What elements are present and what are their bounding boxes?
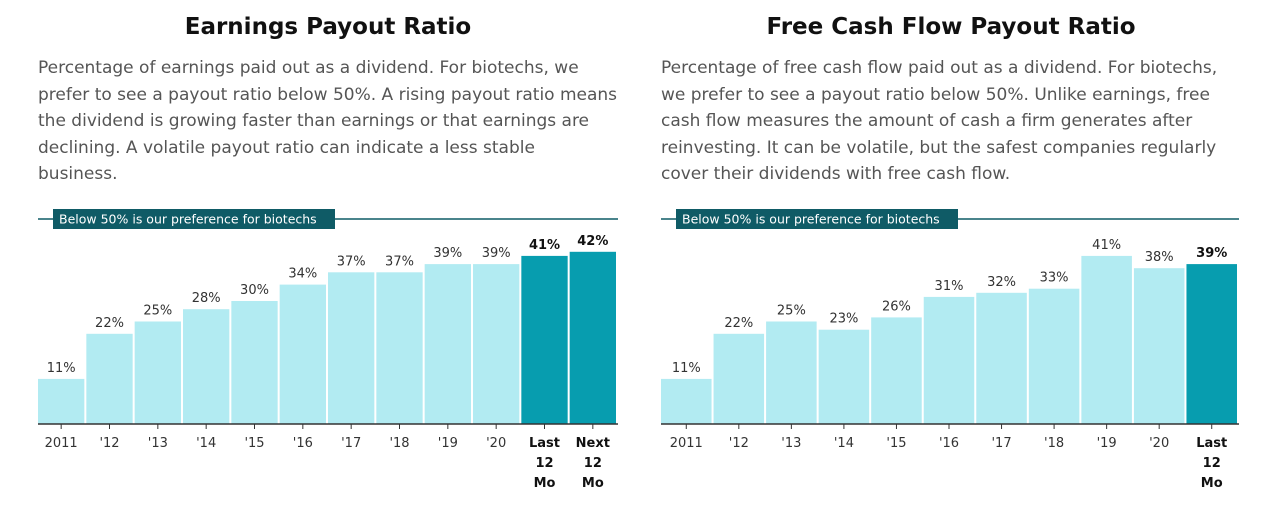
bar-value-label: 39%	[433, 246, 462, 261]
bar	[376, 272, 423, 424]
bar	[818, 329, 870, 424]
bar	[328, 272, 375, 424]
x-tick-label: '17	[991, 436, 1011, 451]
bar	[923, 296, 975, 424]
bar-value-label: 23%	[829, 312, 858, 327]
x-tick-label: '16	[293, 436, 313, 451]
bar	[871, 317, 922, 424]
chart-description: Percentage of earnings paid out as a div…	[38, 58, 618, 184]
bar-value-label: 37%	[385, 254, 414, 269]
bar-value-label: 25%	[143, 304, 172, 319]
x-tick-label: '13	[781, 436, 801, 451]
earnings-payout-panel: Earnings Payout Ratio Percentage of earn…	[38, 0, 618, 513]
chart-title: Free Cash Flow Payout Ratio	[766, 14, 1136, 40]
bar	[976, 292, 1027, 424]
fcf-payout-panel: Free Cash Flow Payout Ratio Percentage o…	[661, 0, 1241, 513]
x-tick-label: '13	[148, 436, 168, 451]
x-tick-label: '14	[834, 436, 854, 451]
x-tick-label: Mo	[534, 476, 556, 491]
bar	[1133, 268, 1185, 424]
bar-value-label: 41%	[529, 238, 560, 253]
bar	[183, 309, 230, 424]
x-tick-label: Next	[576, 436, 610, 451]
chart-description: Percentage of free cash flow paid out as…	[661, 58, 1218, 184]
x-tick-label: '14	[196, 436, 216, 451]
x-tick-label: '19	[1097, 436, 1117, 451]
bar-value-label: 26%	[882, 299, 911, 314]
x-tick-label: Last	[1196, 436, 1227, 451]
x-tick-label: Mo	[582, 476, 604, 491]
bar	[713, 333, 765, 424]
x-tick-label: Mo	[1201, 476, 1223, 491]
x-tick-label: Last	[529, 436, 560, 451]
bar	[1186, 264, 1237, 424]
fcf-payout-chart: Below 50% is our preference for biotechs…	[661, 209, 1239, 491]
bar	[38, 378, 85, 424]
bar	[231, 301, 278, 424]
reference-label: Below 50% is our preference for biotechs	[682, 212, 940, 227]
x-tick-label: '12	[729, 436, 749, 451]
x-tick-label: '18	[1044, 436, 1064, 451]
bar	[424, 264, 471, 424]
bar	[569, 251, 616, 424]
bar-value-label: 42%	[577, 234, 608, 249]
bar	[279, 284, 326, 424]
x-tick-label: '20	[486, 436, 506, 451]
bar-value-label: 32%	[987, 275, 1016, 290]
bar-value-label: 30%	[240, 283, 269, 298]
bar-value-label: 39%	[482, 246, 511, 261]
bar	[521, 255, 568, 424]
x-tick-label: '20	[1149, 436, 1169, 451]
bar-value-label: 22%	[724, 316, 753, 331]
x-tick-label: '18	[389, 436, 409, 451]
earnings-payout-chart: Below 50% is our preference for biotechs…	[38, 209, 618, 491]
chart-title: Earnings Payout Ratio	[184, 14, 472, 40]
x-tick-label: 12	[535, 456, 553, 471]
bar	[473, 264, 520, 424]
x-tick-label: '17	[341, 436, 361, 451]
bar-value-label: 33%	[1040, 271, 1069, 286]
reference-label-box	[676, 209, 958, 229]
bar	[766, 321, 817, 424]
bar	[661, 378, 712, 424]
reference-label: Below 50% is our preference for biotechs	[59, 212, 317, 227]
bar-value-label: 37%	[337, 254, 366, 269]
bar	[86, 333, 133, 424]
bar-value-label: 28%	[192, 291, 221, 306]
bar	[134, 321, 181, 424]
bar-value-label: 11%	[672, 361, 701, 376]
bar-value-label: 22%	[95, 316, 124, 331]
bar	[1081, 255, 1132, 424]
bar-value-label: 34%	[288, 267, 317, 282]
bar	[1028, 288, 1080, 424]
bar-value-label: 25%	[777, 304, 806, 319]
x-tick-label: '16	[939, 436, 959, 451]
bar-value-label: 39%	[1196, 246, 1227, 261]
bar-value-label: 38%	[1145, 250, 1174, 265]
bar-value-label: 11%	[47, 361, 76, 376]
bar-value-label: 41%	[1092, 238, 1121, 253]
x-tick-label: '15	[244, 436, 264, 451]
x-tick-label: 2011	[45, 436, 78, 451]
x-tick-label: 12	[1203, 456, 1221, 471]
x-tick-label: 12	[584, 456, 602, 471]
x-tick-label: 2011	[670, 436, 703, 451]
x-tick-label: '12	[99, 436, 119, 451]
reference-label-box	[53, 209, 335, 229]
x-tick-label: '15	[886, 436, 906, 451]
bar-value-label: 31%	[935, 279, 964, 294]
x-tick-label: '19	[438, 436, 458, 451]
